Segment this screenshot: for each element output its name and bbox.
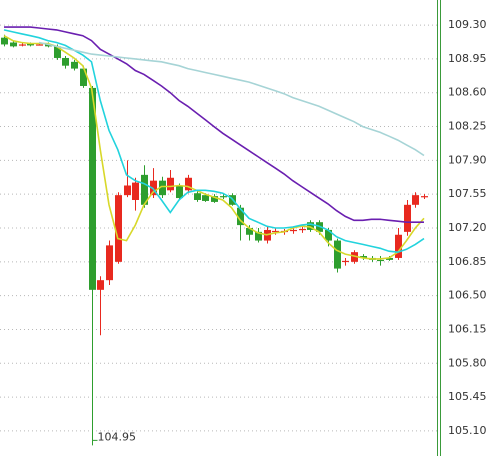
- candle-body: [342, 260, 349, 263]
- candle-body: [246, 228, 253, 235]
- candle-body: [27, 43, 34, 46]
- candle-body: [80, 68, 87, 86]
- candle-body: [202, 195, 209, 201]
- y-tick-label: 105.45: [448, 390, 487, 403]
- candle-body: [19, 44, 26, 46]
- candle-body: [421, 196, 428, 198]
- y-tick-label: 108.60: [448, 86, 487, 99]
- candle-body: [360, 256, 367, 258]
- ma-line: [38, 41, 425, 157]
- candle-body: [334, 240, 341, 269]
- candle-body: [159, 180, 166, 196]
- y-tick-label: 105.80: [448, 356, 487, 369]
- candle-body: [176, 185, 183, 199]
- candle-body: [386, 257, 393, 260]
- y-tick-label: 106.15: [448, 322, 487, 335]
- ma-line: [3, 35, 425, 260]
- candle-body: [211, 196, 218, 202]
- candle-body: [106, 245, 113, 281]
- candle-body: [351, 252, 358, 262]
- y-tick-label: 107.20: [448, 221, 487, 234]
- y-tick-label: 108.95: [448, 52, 487, 65]
- candle-body: [412, 195, 419, 205]
- candle-body: [124, 185, 131, 196]
- candle-body: [1, 37, 8, 45]
- candle-body: [307, 222, 314, 230]
- candle-body: [299, 228, 306, 231]
- candle-body: [36, 44, 43, 46]
- candle-body: [395, 234, 402, 258]
- candle-body: [237, 207, 244, 226]
- y-tick-label: 107.55: [448, 187, 487, 200]
- candle-body: [10, 42, 17, 47]
- candle-body: [167, 177, 174, 191]
- candle-body: [194, 193, 201, 200]
- candle-body: [404, 204, 411, 232]
- y-tick-label: 106.50: [448, 289, 487, 302]
- candle-body: [115, 195, 122, 262]
- candle-body: [185, 177, 192, 191]
- candle-body: [255, 231, 262, 241]
- y-tick-label: 105.10: [448, 424, 487, 437]
- candle-body: [220, 196, 227, 198]
- candle-body: [377, 259, 384, 262]
- candle-body: [141, 174, 148, 205]
- annotation-label: 104.95: [98, 430, 137, 443]
- y-tick-label: 106.85: [448, 255, 487, 268]
- candle-body: [132, 182, 139, 200]
- candle-body: [45, 44, 52, 47]
- candle-body: [150, 180, 157, 196]
- ma-line: [4, 26, 424, 223]
- candle-body: [89, 87, 96, 290]
- candle-body: [272, 230, 279, 233]
- y-tick-label: 107.90: [448, 153, 487, 166]
- candle-body: [71, 61, 78, 69]
- candle-body: [54, 46, 61, 58]
- y-tick-label: 108.25: [448, 120, 487, 133]
- candle-body: [325, 229, 332, 241]
- candle-body: [290, 229, 297, 232]
- y-tick-label: 109.30: [448, 18, 487, 31]
- candle-body: [62, 57, 69, 66]
- candle-body: [97, 280, 104, 290]
